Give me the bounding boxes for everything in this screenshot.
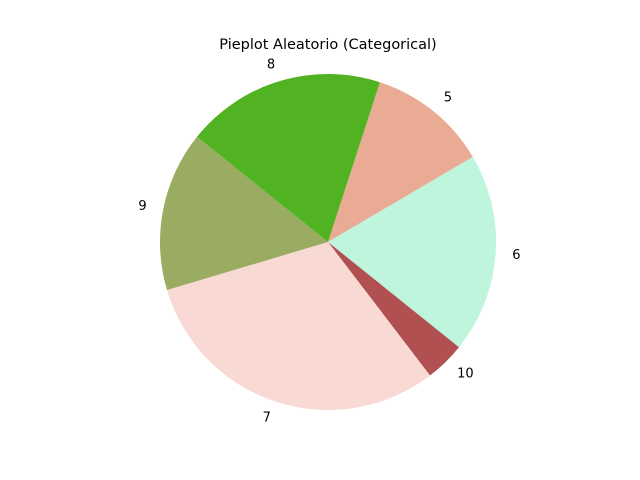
chart-title: Pieplot Aleatorio (Categorical) (219, 37, 436, 53)
pie-slice-label-6: 6 (512, 248, 520, 263)
pie-slice-6 (328, 156, 497, 348)
pie-slice-label-10: 10 (457, 367, 474, 382)
pie-slice-5 (328, 82, 473, 242)
pie-slice-label-9: 9 (138, 199, 146, 214)
pie-slice-label-7: 7 (263, 410, 271, 425)
pie-slice-9 (159, 136, 328, 291)
pie-slice-10 (328, 242, 459, 376)
pie-slice-8 (197, 73, 380, 242)
pie-slice-label-5: 5 (444, 90, 452, 105)
pie-slice-labels: 5 6 10 7 9 8 (138, 57, 520, 425)
pie-slice-7 (167, 242, 430, 411)
pie-slice-label-8: 8 (267, 57, 275, 72)
pie-slices (159, 73, 497, 411)
